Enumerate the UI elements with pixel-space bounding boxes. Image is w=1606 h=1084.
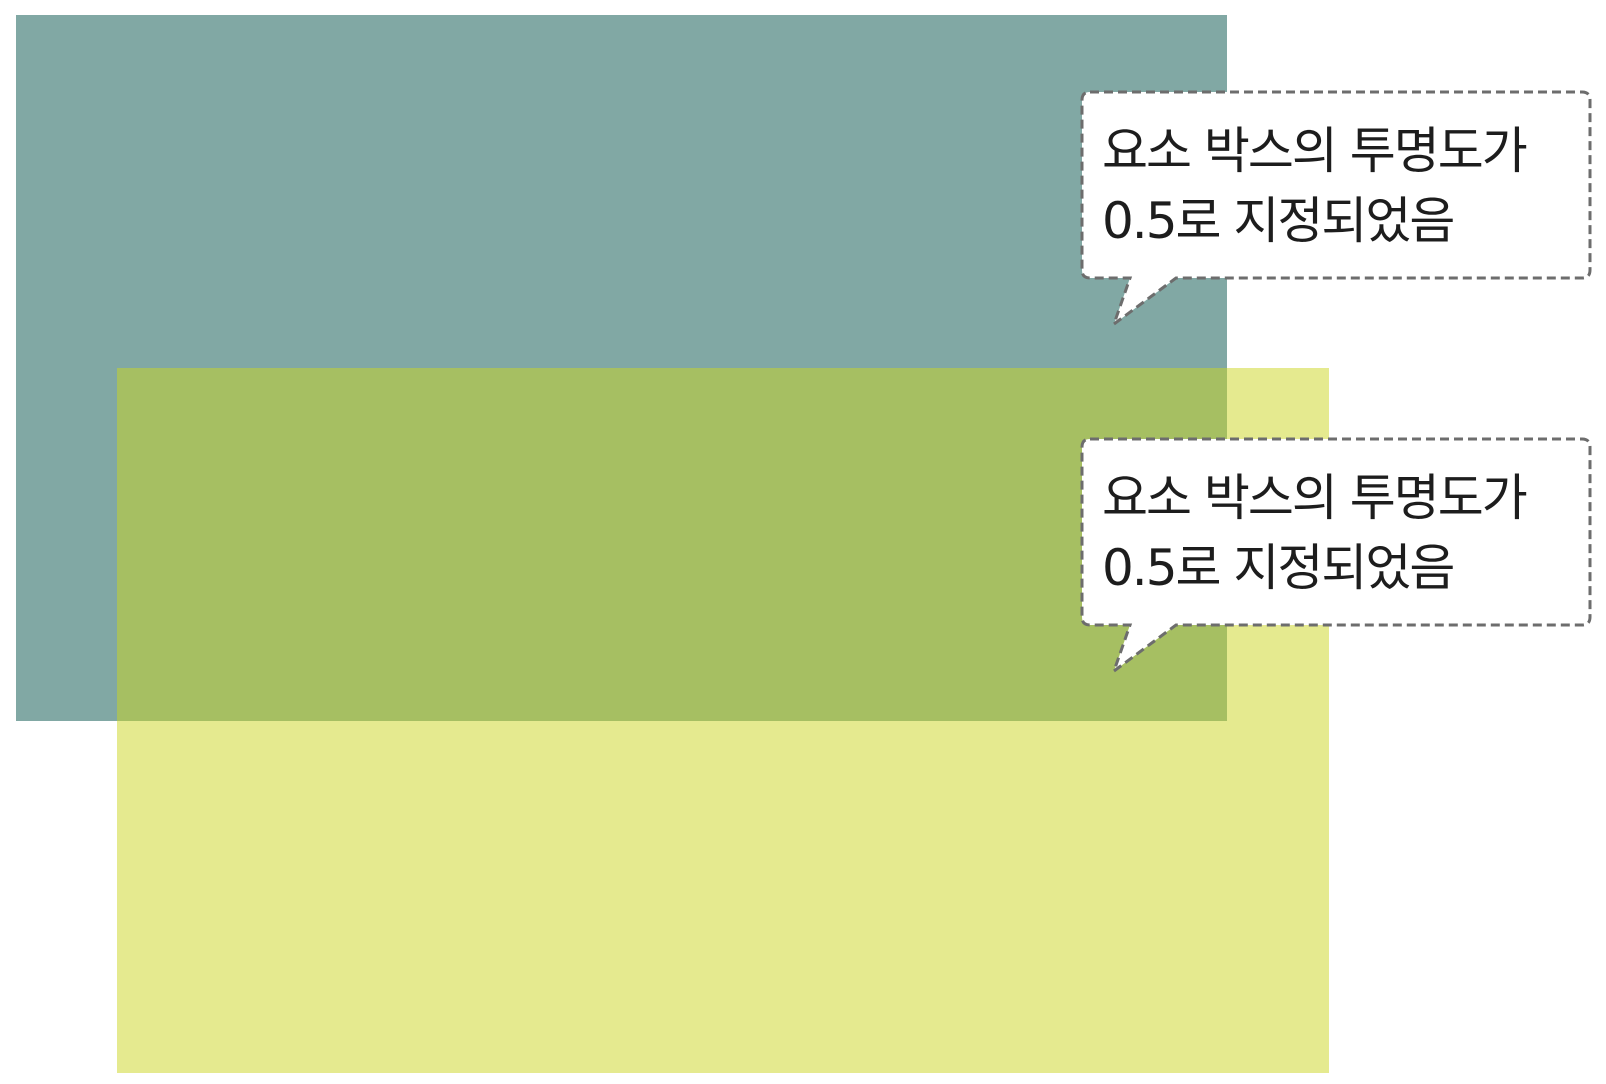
callout-bubble-top: 요소 박스의 투명도가 0.5로 지정되었음 — [1080, 90, 1592, 329]
callout-text: 요소 박스의 투명도가 0.5로 지정되었음 — [1102, 116, 1582, 256]
callout-text: 요소 박스의 투명도가 0.5로 지정되었음 — [1102, 463, 1582, 603]
callout-line-2: 0.5로 지정되었음 — [1102, 539, 1455, 597]
callout-bubble-bottom: 요소 박스의 투명도가 0.5로 지정되었음 — [1080, 437, 1592, 676]
callout-line-1: 요소 박스의 투명도가 — [1102, 122, 1528, 180]
callout-line-1: 요소 박스의 투명도가 — [1102, 469, 1528, 527]
speech-bubble-shape — [1080, 90, 1592, 329]
speech-bubble-shape — [1080, 437, 1592, 676]
callout-line-2: 0.5로 지정되었음 — [1102, 192, 1455, 250]
